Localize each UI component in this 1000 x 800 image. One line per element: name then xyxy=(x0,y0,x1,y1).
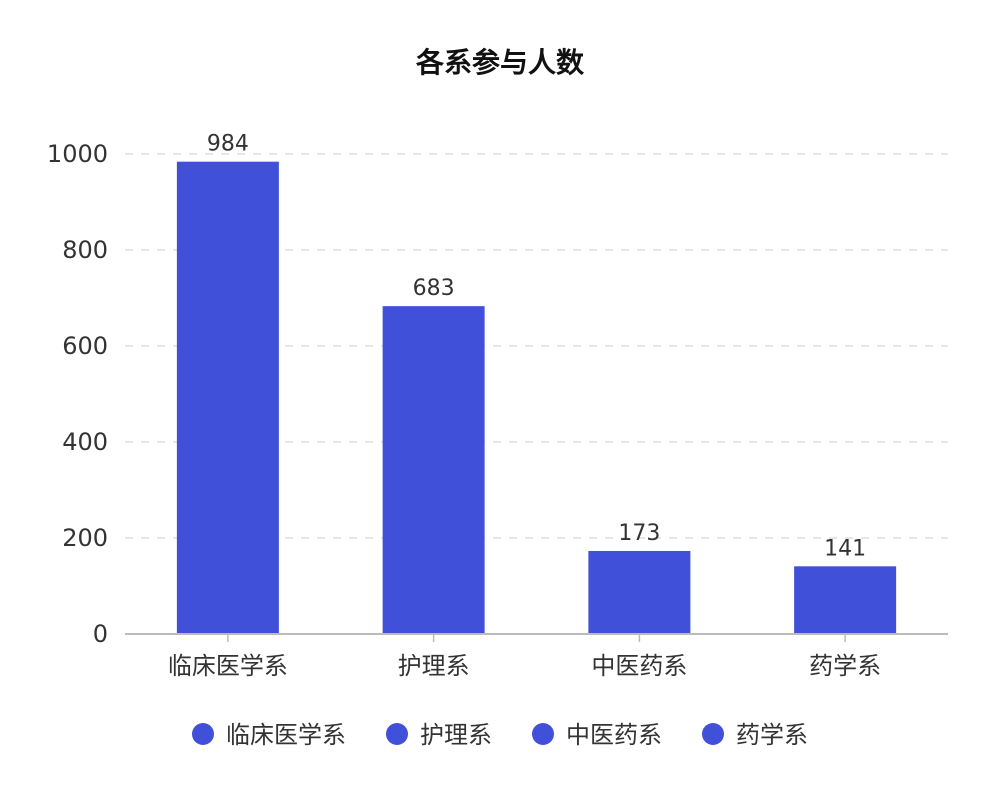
data-label: 683 xyxy=(413,276,455,301)
x-tick-label: 临床医学系 xyxy=(168,652,288,680)
legend-swatch xyxy=(386,723,408,745)
bars: 984 683 173 141 xyxy=(176,132,897,634)
bar[interactable] xyxy=(382,306,485,634)
y-axis: 0 200 400 600 800 1000 xyxy=(47,140,108,648)
y-tick-label: 200 xyxy=(62,524,108,552)
data-label: 984 xyxy=(207,132,249,157)
bar[interactable] xyxy=(588,550,691,634)
legend-label: 药学系 xyxy=(736,721,808,749)
y-tick-label: 800 xyxy=(62,236,108,264)
legend-item[interactable]: 临床医学系 xyxy=(192,721,346,749)
x-tick-label: 药学系 xyxy=(809,652,881,680)
legend-swatch xyxy=(532,723,554,745)
data-label: 141 xyxy=(824,536,866,561)
legend-item[interactable]: 中医药系 xyxy=(532,721,662,749)
x-tick-label: 护理系 xyxy=(398,652,470,680)
x-tick-label: 中医药系 xyxy=(591,652,687,680)
bar[interactable] xyxy=(176,161,279,634)
y-tick-label: 400 xyxy=(62,428,108,456)
y-tick-label: 600 xyxy=(62,332,108,360)
x-axis: 临床医学系 护理系 中医药系 药学系 xyxy=(125,633,948,680)
legend-swatch xyxy=(702,723,724,745)
legend-swatch xyxy=(192,723,214,745)
bar[interactable] xyxy=(794,566,897,634)
data-label: 173 xyxy=(618,521,660,546)
y-tick-label: 0 xyxy=(93,620,108,648)
chart-title: 各系参与人数 xyxy=(415,46,585,79)
legend-label: 临床医学系 xyxy=(226,721,346,749)
legend-label: 中医药系 xyxy=(566,721,662,749)
y-tick-label: 1000 xyxy=(47,140,108,168)
legend-label: 护理系 xyxy=(420,721,492,749)
legend-item[interactable]: 护理系 xyxy=(386,721,492,749)
legend-item[interactable]: 药学系 xyxy=(702,721,808,749)
legend[interactable]: 临床医学系 护理系 中医药系 药学系 xyxy=(192,721,808,749)
